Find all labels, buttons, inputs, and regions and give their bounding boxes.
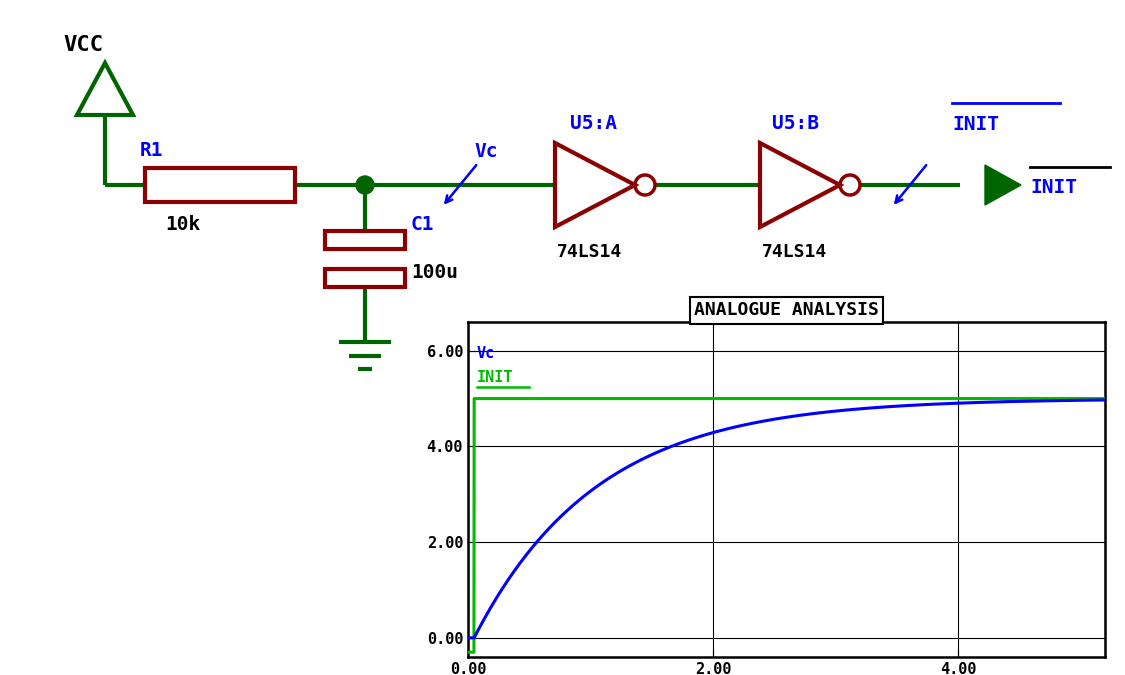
Text: INIT: INIT bbox=[477, 370, 513, 385]
Bar bbox=[325, 231, 405, 249]
Text: VCC: VCC bbox=[63, 35, 104, 55]
Title: ANALOGUE ANALYSIS: ANALOGUE ANALYSIS bbox=[694, 301, 879, 319]
Text: Vc: Vc bbox=[477, 346, 495, 361]
Text: U5:B: U5:B bbox=[772, 114, 819, 133]
Text: C1: C1 bbox=[411, 215, 434, 234]
Text: INIT: INIT bbox=[1030, 178, 1077, 197]
Text: R1: R1 bbox=[140, 141, 163, 160]
Text: 100u: 100u bbox=[411, 263, 458, 282]
Circle shape bbox=[356, 176, 374, 194]
Bar bbox=[325, 269, 405, 287]
Text: U5:A: U5:A bbox=[570, 114, 616, 133]
Polygon shape bbox=[986, 165, 1022, 205]
Text: 10k: 10k bbox=[165, 215, 200, 234]
Bar bbox=[145, 168, 295, 202]
Text: 74LS14: 74LS14 bbox=[557, 243, 622, 261]
Text: Vc: Vc bbox=[474, 142, 497, 161]
Text: 74LS14: 74LS14 bbox=[762, 243, 827, 261]
Text: INIT: INIT bbox=[952, 115, 999, 134]
